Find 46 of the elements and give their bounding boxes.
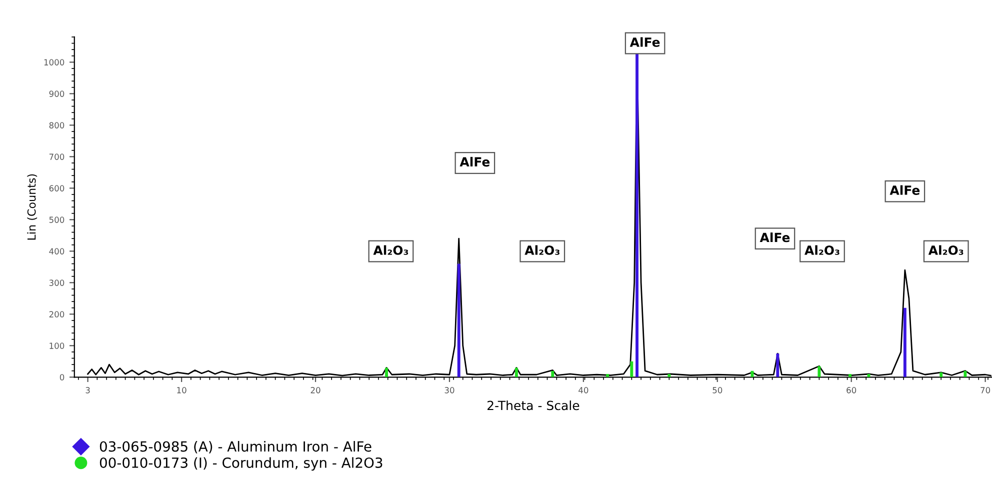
- annotation: AlFe: [760, 232, 790, 242]
- y-tick-label: 0: [60, 374, 64, 380]
- y-tick-label: 300: [49, 280, 64, 286]
- bar: [457, 264, 460, 378]
- x-tick-label: 20: [310, 387, 320, 394]
- bar: [903, 308, 906, 378]
- y-tick-label: 1000: [44, 59, 64, 66]
- annotation: Al₂O₃: [524, 245, 560, 255]
- y-tick-label: 400: [49, 248, 64, 254]
- x-tick-label: 40: [578, 387, 588, 394]
- annotation: AlFe: [890, 185, 920, 195]
- y-tick-label: 900: [49, 90, 64, 97]
- legend-label: 00-010-0173 (I) - Corundum, syn - Al2O3: [100, 457, 382, 471]
- bar: [964, 370, 967, 378]
- x-tick-label: 60: [846, 387, 856, 394]
- bar: [551, 370, 554, 378]
- x-tick-label: 70: [980, 387, 990, 394]
- bar: [606, 374, 610, 378]
- y-tick-label: 100: [50, 342, 64, 349]
- bar: [636, 52, 638, 378]
- annotation: AlFe: [630, 37, 660, 47]
- bar: [818, 366, 821, 378]
- annotation: AlFe: [460, 156, 490, 167]
- y-tick-label: 600: [49, 185, 64, 192]
- bar: [940, 372, 943, 378]
- x-tick-label: 50: [712, 387, 722, 394]
- y-tick-label: 700: [49, 154, 64, 160]
- annotation: Al₂O₃: [928, 245, 964, 255]
- annotation: Al₂O₃: [804, 245, 840, 255]
- y-tick-label: 800: [49, 122, 64, 128]
- bar: [776, 354, 780, 378]
- bar: [630, 361, 634, 378]
- legend-label: 03-065-0985 (A) - Aluminum Iron - AlFe: [100, 440, 372, 454]
- x-tick-label: 30: [444, 387, 454, 394]
- x-tick-label: 3: [86, 387, 90, 394]
- bar: [668, 374, 671, 378]
- bar: [514, 368, 518, 378]
- y-axis-title: Lin (Counts): [27, 174, 38, 240]
- annotation: Al₂O₃: [373, 245, 408, 255]
- bar: [385, 368, 388, 378]
- y-tick-label: 500: [49, 216, 64, 223]
- x-tick-label: 10: [177, 387, 186, 394]
- x-axis-title: 2-Theta - Scale: [488, 400, 580, 410]
- bar: [750, 370, 754, 378]
- bar: [848, 374, 852, 378]
- y-tick-label: 200: [49, 311, 64, 318]
